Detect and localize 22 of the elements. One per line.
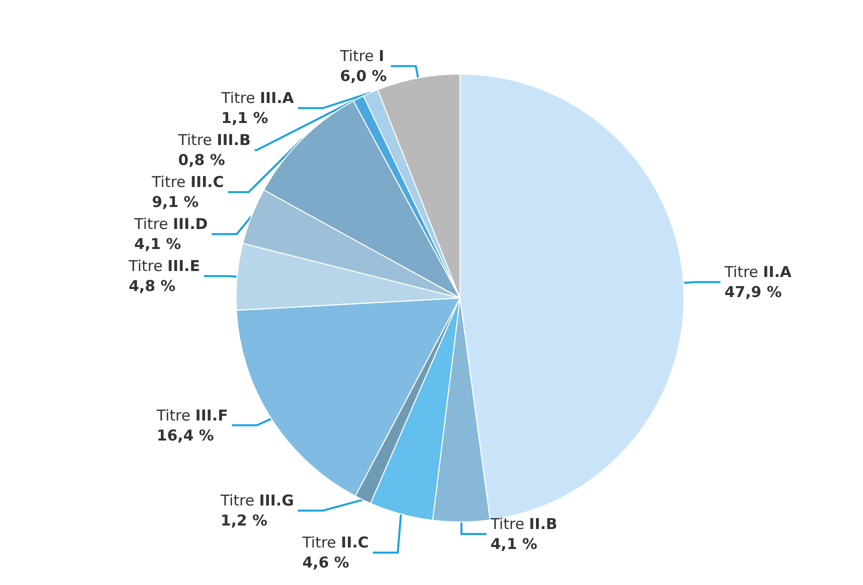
slice-label: Titre III.D — [133, 215, 208, 234]
data-label: 6,0 % — [340, 67, 387, 86]
data-label: 4,1 % — [490, 534, 538, 553]
slice-label: Titre III.E — [128, 257, 200, 276]
slice-label: Titre I — [339, 47, 384, 66]
data-label: 16,4 % — [156, 426, 214, 444]
slice-label: Titre III.B — [177, 131, 251, 150]
slice-label: Titre III.C — [150, 173, 224, 192]
data-label: 4,8 % — [128, 277, 176, 296]
data-label: 1,1 % — [221, 109, 268, 128]
slice-label: Titre II.A — [723, 263, 792, 282]
slice-label: Titre III.A — [220, 89, 294, 108]
data-label: 4,1 % — [134, 235, 182, 254]
slice-label: Titre II.C — [301, 534, 369, 552]
data-label: 9,1 % — [152, 193, 199, 212]
slice-label: Titre III.F — [156, 406, 228, 424]
data-label: 47,9 % — [724, 283, 782, 302]
data-label: 4,6 % — [302, 554, 350, 572]
slice-label: Titre III.G — [220, 492, 294, 510]
data-label: 0,8 % — [178, 151, 225, 170]
slice-label: Titre II.B — [489, 514, 558, 533]
data-label: 1,2 % — [220, 512, 268, 530]
